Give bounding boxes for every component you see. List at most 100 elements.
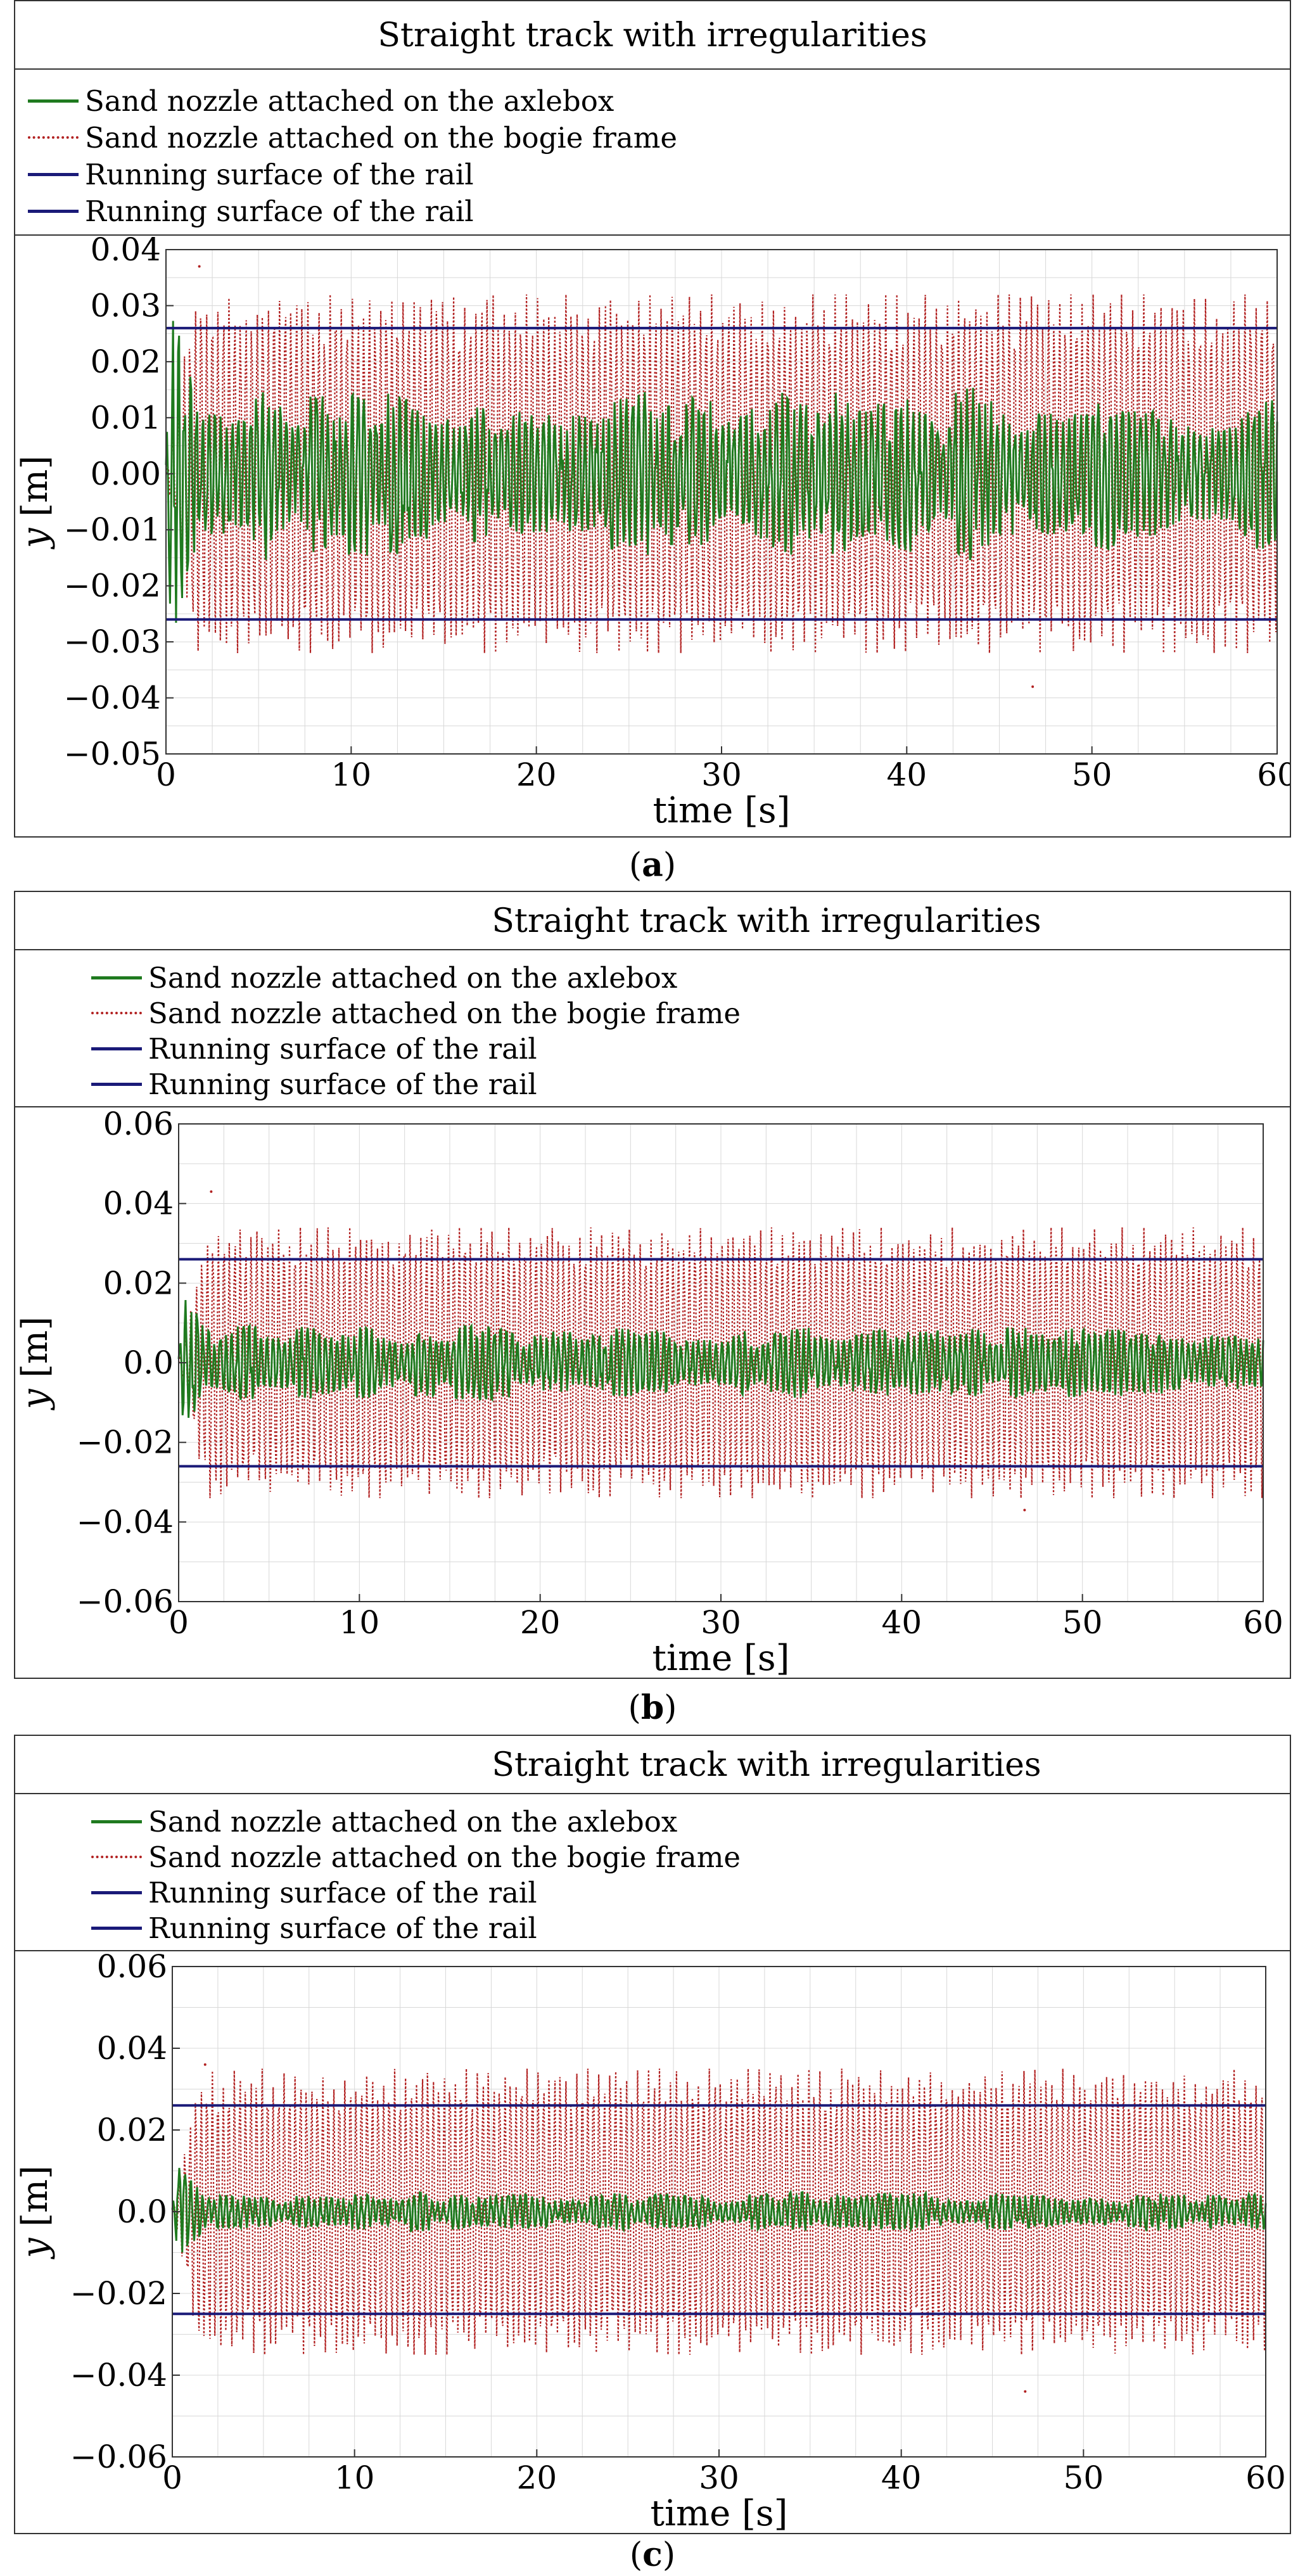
chart-svg: −0.05 −0.04 −0.03 −0.02 −0.01 0.00 0.01 0.02 0.0… [15, 236, 1290, 831]
y-tick-label: 0.01 [91, 399, 161, 436]
y-tick-label: −0.04 [64, 680, 161, 717]
y-tick-label: 0.0 [117, 2193, 167, 2230]
plot-area: −0.06 −0.04 −0.02 0.0 0.02 0.04 0.06 0 10 20 30 40 5… [15, 1107, 1290, 1678]
legend-label: Running surface of the rail [85, 194, 474, 228]
y-tick-label: −0.06 [70, 2439, 167, 2475]
series-bogie-frame-trough [1024, 2390, 1027, 2393]
x-tick-label: 0 [156, 756, 176, 793]
x-tick-label: 40 [881, 2459, 922, 2496]
x-tick-label: 30 [701, 756, 742, 793]
x-tick-label: 50 [1062, 1604, 1103, 1641]
legend-label: Running surface of the rail [148, 1031, 537, 1066]
chart-title: Straight track with irregularities [15, 1, 1290, 70]
caption-c: (c) [629, 2535, 676, 2574]
legend-label: Running surface of the rail [148, 1911, 537, 1945]
legend-label: Running surface of the rail [148, 1875, 537, 1910]
legend-item-rail-upper: Running surface of the rail [28, 156, 474, 193]
legend-label: Sand nozzle attached on the bogie frame [148, 1840, 741, 1874]
plot-area: −0.06 −0.04 −0.02 0.0 0.02 0.04 0.06 0 10 20 30 40 5… [15, 1951, 1290, 2533]
x-tick-label: 0 [162, 2459, 182, 2496]
legend-item-rail-upper: Running surface of the rail [91, 1030, 537, 1067]
x-axis-label: time [s] [653, 790, 791, 831]
line-solid-icon [91, 1047, 142, 1050]
caption-b: (b) [628, 1688, 677, 1727]
line-solid-icon [28, 99, 79, 103]
chart-title: Straight track with irregularities [15, 892, 1290, 950]
line-solid-icon [91, 1926, 142, 1930]
line-solid-icon [91, 976, 142, 979]
y-axis-label-unit: [m] [15, 1317, 56, 1389]
x-tick-label: 60 [1243, 1604, 1283, 1641]
series-bogie-frame-peak [198, 265, 201, 268]
legend-item-axlebox: Sand nozzle attached on the axlebox [28, 82, 614, 119]
y-tick-label: −0.04 [70, 2357, 167, 2394]
legend-item-rail-lower: Running surface of the rail [28, 193, 474, 229]
line-dotted-icon [91, 1856, 142, 1858]
legend-label: Sand nozzle attached on the axlebox [148, 1804, 678, 1839]
y-tick-label: 0.04 [97, 2030, 167, 2067]
y-axis-label-unit: [m] [15, 456, 56, 528]
x-tick-label: 40 [882, 1604, 922, 1641]
y-axis-label-unit: [m] [15, 2165, 56, 2238]
legend: Sand nozzle attached on the axlebox Sand… [15, 1794, 1290, 1951]
y-tick-label: −0.05 [64, 736, 161, 772]
legend-label: Sand nozzle attached on the axlebox [148, 960, 678, 995]
y-axis-label: y [m] [15, 2165, 56, 2260]
series-axlebox [177, 1299, 1264, 1418]
figure-panel-a: Straight track with irregularities Sand … [14, 0, 1291, 838]
legend: Sand nozzle attached on the axlebox Sand… [15, 950, 1290, 1107]
y-tick-label: −0.06 [77, 1583, 174, 1620]
legend-item-axlebox: Sand nozzle attached on the axlebox [91, 1803, 677, 1840]
x-tick-label: 20 [516, 756, 557, 793]
x-axis-label: time [s] [652, 1638, 790, 1678]
y-tick-label: 0.06 [103, 1107, 174, 1142]
legend-label: Sand nozzle attached on the axlebox [85, 84, 614, 118]
series-bogie-frame-peak [210, 1190, 213, 1193]
y-tick-label: 0.02 [91, 343, 161, 380]
x-tick-label: 30 [699, 2459, 739, 2496]
legend-label: Running surface of the rail [85, 157, 474, 191]
legend-item-rail-lower: Running surface of the rail [91, 1066, 537, 1102]
y-tick-label: 0.02 [103, 1265, 174, 1301]
x-axis-label: time [s] [651, 2493, 788, 2533]
x-tick-label: 20 [520, 1604, 561, 1641]
y-tick-label: 0.04 [103, 1185, 174, 1222]
y-axis-label-var: y [15, 2237, 56, 2260]
legend-item-rail-upper: Running surface of the rail [91, 1874, 537, 1911]
legend-item-rail-lower: Running surface of the rail [91, 1910, 537, 1946]
x-tick-label: 10 [331, 756, 372, 793]
legend-item-bogie-frame: Sand nozzle attached on the bogie frame [91, 1839, 741, 1875]
y-tick-label: −0.04 [77, 1503, 174, 1540]
y-tick-label: −0.02 [64, 568, 161, 604]
y-tick-label: −0.01 [64, 511, 161, 548]
series-axlebox [171, 2167, 1267, 2253]
x-tick-label: 0 [169, 1604, 189, 1641]
y-tick-label: −0.02 [77, 1424, 174, 1461]
y-tick-label: 0.04 [91, 236, 161, 268]
series-bogie-frame-peak [203, 2063, 207, 2066]
x-tick-label: 10 [334, 2459, 375, 2496]
x-tick-label: 20 [517, 2459, 557, 2496]
x-tick-label: 50 [1064, 2459, 1104, 2496]
x-tick-label: 60 [1245, 2459, 1286, 2496]
y-axis-label-var: y [15, 527, 56, 550]
y-tick-label: −0.02 [70, 2275, 167, 2312]
chart-title: Straight track with irregularities [15, 1736, 1290, 1794]
y-tick-label: 0.06 [97, 1951, 167, 1985]
y-tick-label: 0.00 [91, 456, 161, 492]
plot-area: −0.05 −0.04 −0.03 −0.02 −0.01 0.00 0.01 0.02 0.0… [15, 236, 1290, 836]
y-axis-label-var: y [15, 1388, 56, 1411]
legend-item-bogie-frame: Sand nozzle attached on the bogie frame [91, 995, 741, 1031]
legend-label: Running surface of the rail [148, 1067, 537, 1101]
x-tick-label: 10 [340, 1604, 380, 1641]
figure-panel-c: Straight track with irregularities Sand … [14, 1735, 1291, 2534]
x-tick-label: 30 [701, 1604, 741, 1641]
line-dotted-icon [28, 136, 79, 139]
legend-label: Sand nozzle attached on the bogie frame [148, 996, 741, 1030]
x-tick-label: 50 [1072, 756, 1112, 793]
x-tick-label: 60 [1257, 756, 1290, 793]
series-axlebox [165, 321, 1278, 623]
y-tick-label: 0.03 [91, 287, 161, 324]
legend-item-bogie-frame: Sand nozzle attached on the bogie frame [28, 119, 677, 156]
line-solid-icon [91, 1891, 142, 1894]
